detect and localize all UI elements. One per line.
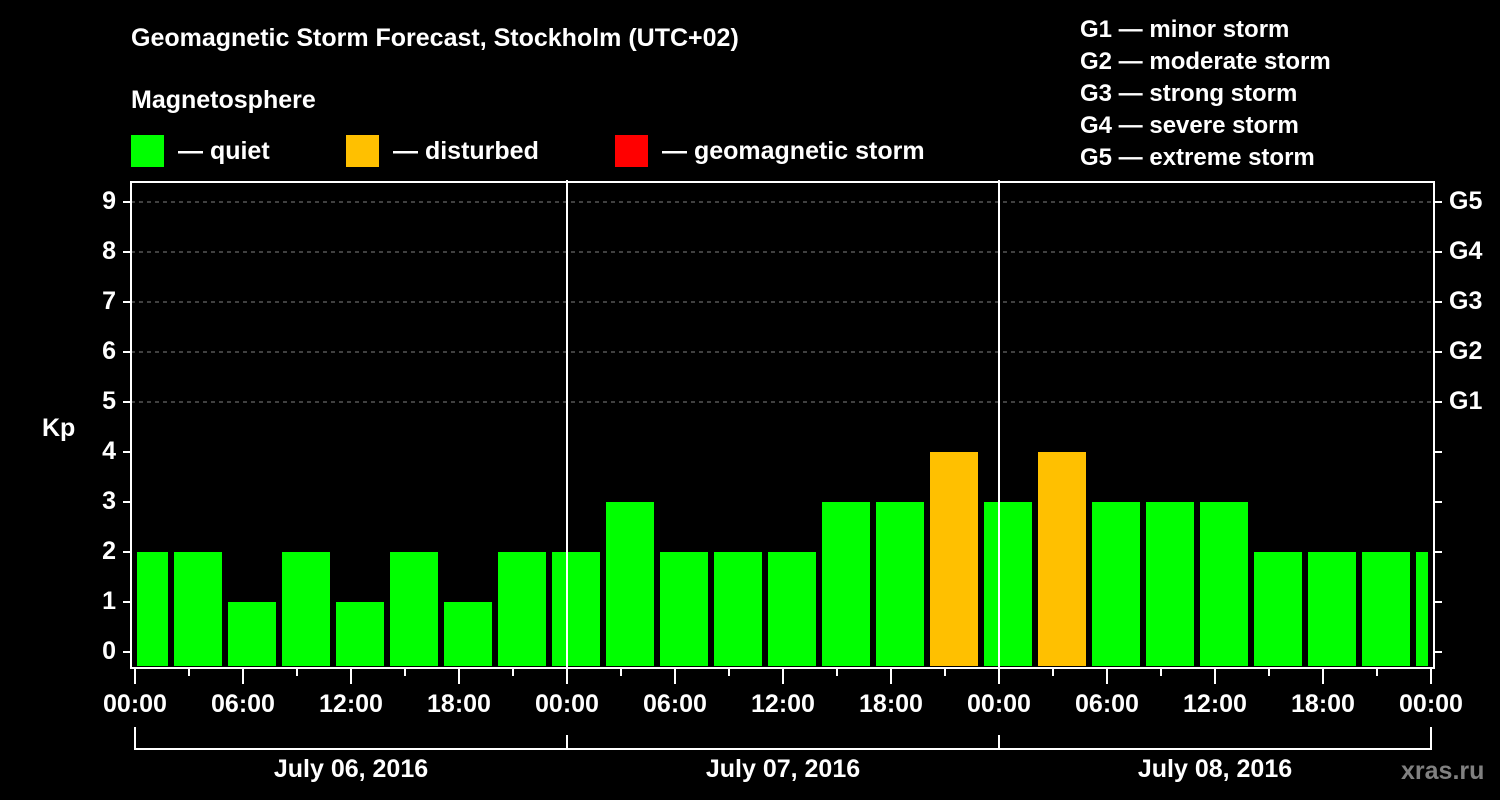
x-tick-label: 12:00 [319, 690, 383, 718]
watermark: xras.ru [1401, 757, 1485, 785]
g-level-label: G2 [1449, 337, 1483, 365]
kp-bar [282, 552, 330, 666]
disturbed-swatch [346, 135, 379, 167]
x-tick-label: 18:00 [1291, 690, 1355, 718]
kp-bar [1308, 552, 1356, 666]
kp-bar [768, 552, 816, 666]
y-tick-label: 3 [102, 487, 116, 515]
storm-scale-g5: G5 — extreme storm [1080, 144, 1315, 171]
kp-bar [876, 502, 924, 666]
legend-disturbed: — disturbed [346, 135, 539, 167]
legend-heading: Magnetosphere [131, 86, 316, 114]
y-tick-label: 6 [102, 337, 116, 365]
y-tick-label: 8 [102, 237, 116, 265]
kp-bar [444, 602, 492, 666]
g-level-label: G1 [1449, 387, 1483, 415]
x-tick-label: 06:00 [1075, 690, 1139, 718]
g-level-label: G5 [1449, 187, 1483, 215]
kp-bar [714, 552, 762, 666]
storm-scale-legend: G1 — minor storm G2 — moderate storm G3 … [1080, 14, 1331, 174]
g-level-label: G4 [1449, 237, 1483, 265]
x-tick-label: 18:00 [427, 690, 491, 718]
g-level-label: G3 [1449, 287, 1483, 315]
kp-bar [137, 552, 168, 666]
x-tick-label: 12:00 [751, 690, 815, 718]
kp-bar [606, 502, 654, 666]
storm-scale-g4: G4 — severe storm [1080, 112, 1299, 139]
kp-bar [174, 552, 222, 666]
kp-bar [336, 602, 384, 666]
kp-bar [390, 552, 438, 666]
x-tick-label: 06:00 [211, 690, 275, 718]
kp-bar [930, 452, 978, 666]
kp-bar [1146, 502, 1194, 666]
y-tick-label: 4 [102, 437, 116, 465]
y-tick-label: 7 [102, 287, 116, 315]
day-label: July 07, 2016 [705, 755, 861, 783]
kp-bar [822, 502, 870, 666]
day-bracket [134, 727, 1432, 750]
storm-swatch [615, 135, 648, 167]
kp-bar [1092, 502, 1140, 666]
y-axis-label: Kp [42, 414, 76, 442]
kp-bar [1254, 552, 1302, 666]
quiet-swatch [131, 135, 164, 167]
x-tick-label: 00:00 [1399, 690, 1463, 718]
x-tick-label: 00:00 [967, 690, 1031, 718]
kp-bar [1200, 502, 1248, 666]
x-tick-label: 00:00 [535, 690, 599, 718]
day-label: July 06, 2016 [273, 755, 429, 783]
storm-scale-g2: G2 — moderate storm [1080, 48, 1331, 75]
legend-disturbed-label: — disturbed [393, 136, 539, 165]
x-tick-label: 12:00 [1183, 690, 1247, 718]
kp-bar [1362, 552, 1410, 666]
storm-scale-g3: G3 — strong storm [1080, 80, 1298, 107]
kp-bar [498, 552, 546, 666]
legend-quiet: — quiet [131, 135, 270, 167]
x-tick-label: 00:00 [103, 690, 167, 718]
kp-bar [984, 502, 1032, 666]
kp-bar [228, 602, 276, 666]
day-label: July 08, 2016 [1137, 755, 1293, 783]
legend-quiet-label: — quiet [178, 136, 270, 165]
kp-bar [1416, 552, 1428, 666]
legend-storm-label: — geomagnetic storm [662, 136, 925, 165]
x-tick-label: 18:00 [859, 690, 923, 718]
storm-scale-g1: G1 — minor storm [1080, 16, 1290, 43]
y-tick-label: 2 [102, 537, 116, 565]
legend-storm: — geomagnetic storm [615, 135, 925, 167]
y-tick-label: 9 [102, 187, 116, 215]
kp-bar [660, 552, 708, 666]
kp-bar [552, 552, 600, 666]
y-tick-label: 5 [102, 387, 116, 415]
chart-title: Geomagnetic Storm Forecast, Stockholm (U… [131, 24, 739, 52]
x-tick-label: 06:00 [643, 690, 707, 718]
kp-bar [1038, 452, 1086, 666]
y-tick-label: 1 [102, 587, 116, 615]
y-tick-label: 0 [102, 637, 116, 665]
